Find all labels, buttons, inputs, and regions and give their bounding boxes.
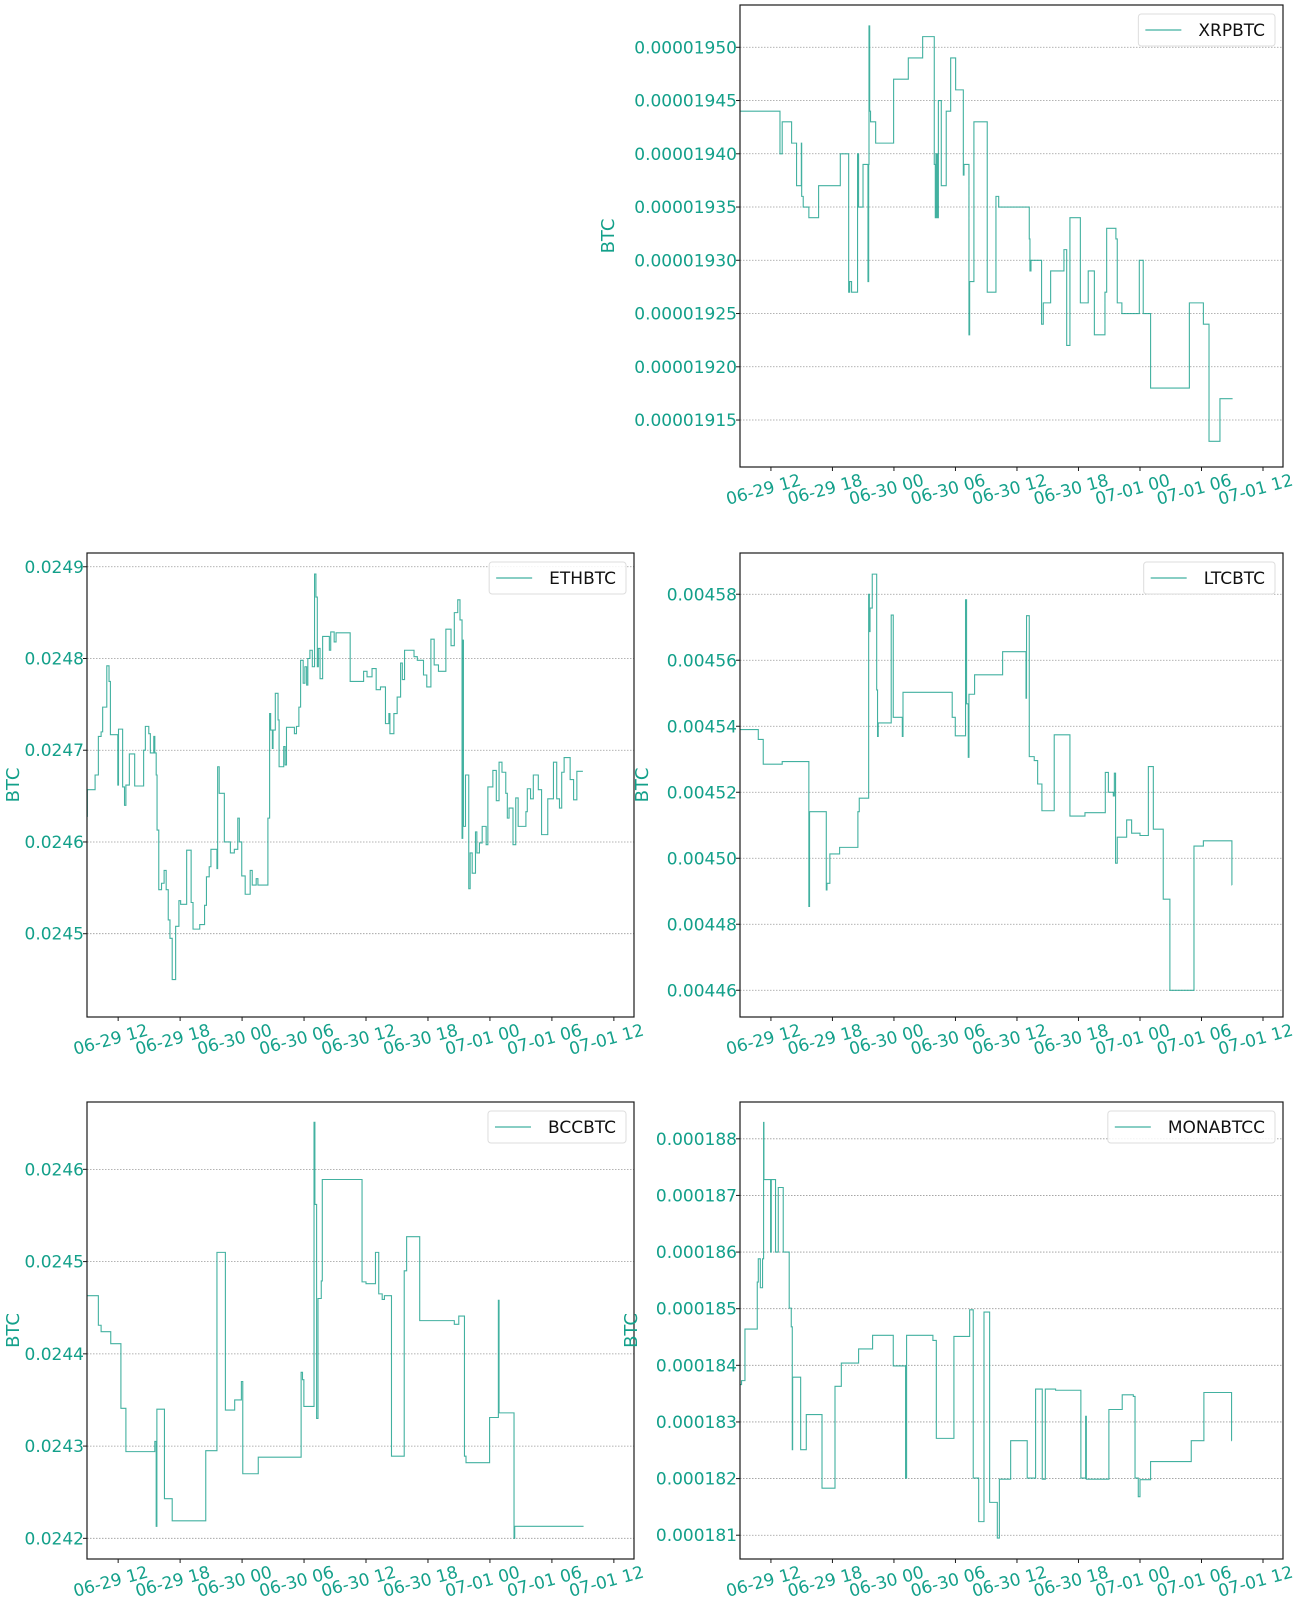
y-tick-label: 0.000187 — [656, 1186, 737, 1206]
legend-label: MONABTCC — [1168, 1118, 1265, 1138]
y-tick-label: 0.0246 — [25, 1160, 84, 1180]
axes-frame — [739, 552, 1284, 1018]
axes-frame — [86, 1101, 635, 1560]
y-tick-label: 0.0243 — [25, 1437, 84, 1457]
subplot-xrpbtc: 0.00001915 0.00001920 0.00001925 0.00001930… — [598, 4, 1295, 510]
y-axis-label: BTC — [3, 1313, 24, 1348]
legend-box — [487, 1110, 627, 1144]
legend-box — [1143, 561, 1276, 595]
legend: LTCBTC — [1143, 561, 1276, 595]
y-tick-label: 0.00454 — [667, 717, 737, 737]
legend-label: BCCBTC — [548, 1118, 616, 1138]
plot-area — [87, 553, 634, 1017]
y-tick-label: 0.000183 — [656, 1413, 737, 1433]
series-line-monabtcc — [740, 1121, 1233, 1539]
y-tick-label: 0.00456 — [667, 651, 737, 671]
y-tick-label: 0.0247 — [25, 741, 84, 761]
axes-frame — [739, 4, 1284, 468]
legend-label: ETHBTC — [549, 569, 616, 589]
y-tick-label: 0.000186 — [656, 1243, 737, 1263]
legend: ETHBTC — [488, 561, 627, 595]
axes-frame — [86, 552, 635, 1018]
plot-area — [87, 1102, 634, 1559]
plot-area — [740, 5, 1283, 467]
legend-box — [488, 561, 627, 595]
subplot-ltcbtc: 0.00446 0.00448 0.00450 0.00452 0.00454 0.004… — [632, 552, 1295, 1060]
y-tick-label: 0.00001945 — [634, 92, 737, 112]
y-tick-label: 0.0246 — [25, 833, 84, 853]
y-tick-label: 0.00446 — [667, 981, 737, 1001]
y-tick-label: 0.000182 — [656, 1470, 737, 1490]
legend-box — [1137, 13, 1276, 47]
y-tick-label: 0.000184 — [656, 1356, 737, 1376]
y-tick-label: 0.0242 — [25, 1529, 84, 1549]
y-axis-label: BTC — [632, 768, 653, 803]
y-tick-label: 0.0244 — [25, 1345, 84, 1365]
y-tick-label: 0.000181 — [656, 1526, 737, 1546]
series-line-bccbtc — [87, 1121, 584, 1539]
plot-area — [740, 1102, 1283, 1559]
y-axis-label: BTC — [3, 768, 24, 803]
subplot-monabtcc: 0.000181 0.000182 0.000183 0.000184 0.000185… — [621, 1101, 1295, 1600]
y-tick-label: 0.0245 — [25, 1253, 84, 1273]
axes-frame — [739, 1101, 1284, 1560]
y-axis-label: BTC — [598, 219, 619, 254]
y-tick-label: 0.00001925 — [634, 305, 737, 325]
y-tick-label: 0.00448 — [667, 915, 737, 935]
y-tick-label: 0.00001935 — [634, 198, 737, 218]
series-line-ltcbtc — [740, 573, 1233, 991]
y-tick-label: 0.00001920 — [634, 358, 737, 378]
legend: MONABTCC — [1107, 1110, 1276, 1144]
y-tick-label: 0.0245 — [25, 925, 84, 945]
y-tick-label: 0.00001940 — [634, 145, 737, 165]
series-line-xrpbtc — [740, 25, 1233, 442]
y-tick-label: 0.000185 — [656, 1300, 737, 1320]
y-tick-label: 0.0249 — [25, 558, 84, 578]
plot-area — [740, 553, 1283, 1017]
y-tick-label: 0.00001930 — [634, 251, 737, 271]
y-tick-label: 0.00452 — [667, 783, 737, 803]
legend-label: XRPBTC — [1198, 21, 1265, 41]
y-tick-label: 0.00450 — [667, 849, 737, 869]
legend-box — [1107, 1110, 1276, 1144]
series-line-ethbtc — [87, 573, 583, 981]
y-tick-label: 0.00458 — [667, 585, 737, 605]
y-tick-label: 0.00001915 — [634, 411, 737, 431]
legend-label: LTCBTC — [1204, 569, 1265, 589]
legend: XRPBTC — [1137, 13, 1276, 47]
y-axis-label: BTC — [621, 1313, 642, 1348]
y-tick-label: 0.0248 — [25, 649, 84, 669]
legend: BCCBTC — [487, 1110, 627, 1144]
y-tick-label: 0.000188 — [656, 1130, 737, 1150]
y-tick-label: 0.00001950 — [634, 38, 737, 58]
